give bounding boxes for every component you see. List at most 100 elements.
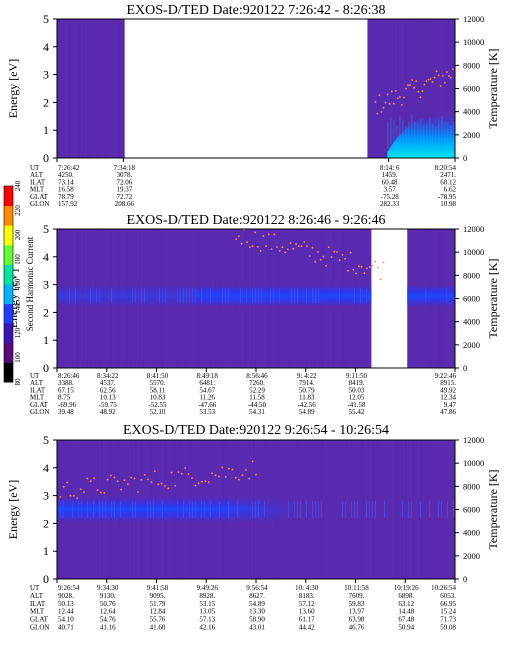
band-streak <box>294 500 295 519</box>
temperature-point <box>255 473 257 476</box>
temperature-axis-label: Temperature [K] <box>486 48 500 128</box>
temperature-point <box>187 473 190 475</box>
temperature-point <box>237 235 240 238</box>
band-streak <box>294 288 295 304</box>
row-value: 5570. <box>150 379 166 387</box>
band-streak <box>447 500 448 519</box>
band-streak <box>228 288 229 304</box>
band-streak <box>111 500 112 519</box>
row-value: 60.48 <box>382 178 398 186</box>
colorbar-swatch <box>4 186 13 207</box>
band-streak <box>180 288 181 304</box>
texture-line <box>89 19 90 158</box>
heated-streak <box>447 122 449 150</box>
row-label: UT <box>30 584 40 592</box>
temperature-point <box>376 112 379 115</box>
temperature-point <box>240 242 243 245</box>
row-value: 208.66 <box>115 200 135 208</box>
row-value: 66.95 <box>440 600 456 608</box>
current-band <box>407 285 455 307</box>
temperature-tick-label: 10000 <box>463 247 484 257</box>
band-streak <box>201 288 202 304</box>
temperature-point <box>126 483 129 486</box>
orbit-table: UT 9:26:54 9:34:30 9:41:58 9:49:26 9:56:54 10:… <box>30 579 457 632</box>
energy-tick-label: 3 <box>43 278 49 292</box>
band-streak <box>189 500 190 519</box>
band-streak <box>144 288 145 304</box>
heated-streak <box>441 116 443 143</box>
band-streak <box>315 500 316 519</box>
texture-line <box>447 19 449 158</box>
temperature-point <box>284 251 287 254</box>
band-streak <box>258 500 259 519</box>
row-value: 9:56:54 <box>246 584 268 592</box>
temperature-point <box>164 485 166 487</box>
heated-streak <box>399 116 401 143</box>
temperature-point <box>262 235 265 237</box>
heated-streak <box>408 121 410 149</box>
temperature-tick-label: 6000 <box>463 84 480 94</box>
temperature-point <box>386 93 389 96</box>
temperature-point <box>72 494 75 497</box>
row-label: MLT <box>30 608 45 616</box>
band-streak <box>63 500 64 519</box>
row-value: 53.15 <box>199 600 215 608</box>
band-streak <box>72 500 73 519</box>
temperature-point <box>306 245 308 247</box>
row-value: 11.58 <box>249 394 265 402</box>
energy-axis-label: Energy [eV] <box>6 59 20 118</box>
temperature-point <box>157 483 160 486</box>
temperature-point <box>439 85 442 87</box>
row-value: 3388. <box>58 379 74 387</box>
temperature-point <box>450 76 452 79</box>
row-value: 8:56:46 <box>246 372 268 380</box>
temperature-point <box>382 261 385 264</box>
row-value: 51.79 <box>150 600 166 608</box>
temperature-point <box>429 78 432 80</box>
temperature-point <box>413 86 416 89</box>
temperature-point <box>382 106 385 109</box>
texture-line <box>377 440 378 579</box>
temperature-tick-label: 8000 <box>463 60 480 70</box>
band-streak <box>321 500 322 519</box>
row-value: 72.72 <box>116 193 132 201</box>
temperature-point <box>276 246 278 248</box>
texture-line <box>427 19 429 158</box>
temperature-tick-label: 2000 <box>463 551 480 561</box>
temperature-point <box>384 101 387 104</box>
row-value: 9:49:26 <box>197 584 219 592</box>
band-streak <box>354 500 355 519</box>
temperature-tick-label: 0 <box>463 363 467 373</box>
row-value: 72.06 <box>116 178 132 186</box>
row-value: 10:11:58 <box>344 584 369 592</box>
temperature-point <box>180 472 183 475</box>
row-value: -42.56 <box>298 401 317 409</box>
temperature-point <box>336 251 338 253</box>
temperature-point <box>147 478 149 481</box>
band-streak <box>177 500 178 519</box>
band-streak <box>111 288 112 304</box>
band-streak <box>78 500 79 519</box>
temperature-point <box>378 94 381 96</box>
colorbar-swatch <box>4 362 13 383</box>
temperature-point <box>267 233 270 236</box>
band-streak <box>132 288 133 304</box>
band-streak <box>273 288 274 304</box>
energy-tick-label: 4 <box>43 250 49 264</box>
temperature-point <box>79 488 82 491</box>
temperature-point <box>235 238 238 241</box>
row-value: 15.24 <box>440 608 456 616</box>
temperature-tick-label: 6000 <box>463 294 480 304</box>
band-streak <box>69 288 70 304</box>
heated-streak <box>435 126 437 154</box>
row-value: 10.98 <box>440 200 456 208</box>
band-streak <box>93 500 94 519</box>
band-streak <box>306 288 307 304</box>
texture-line <box>331 440 332 579</box>
band-streak <box>420 500 421 519</box>
texture-line <box>123 19 124 158</box>
row-value: 78.79 <box>58 193 74 201</box>
energy-tick-label: 4 <box>43 461 49 475</box>
temperature-point <box>278 249 281 252</box>
